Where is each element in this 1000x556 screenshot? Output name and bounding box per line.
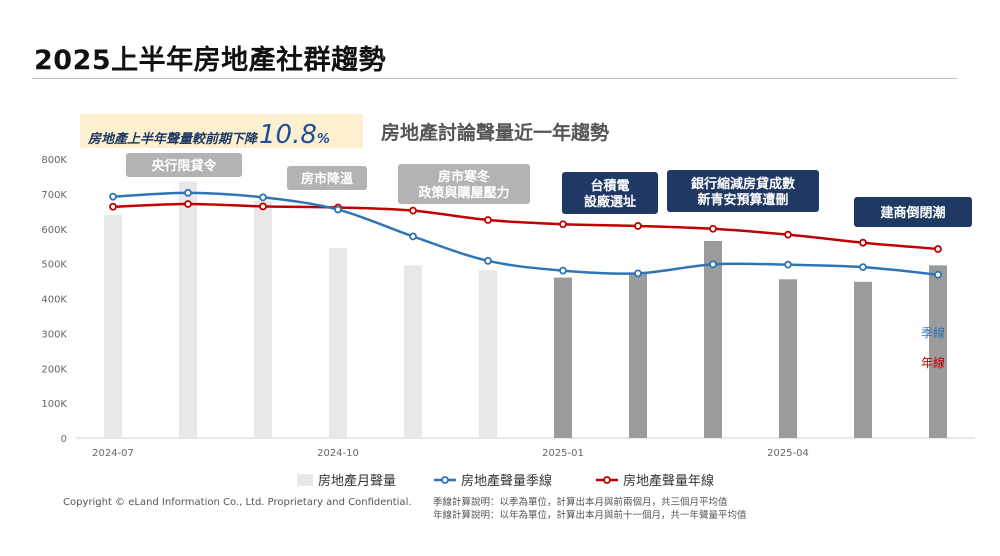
year-line-point <box>484 216 492 224</box>
bar-monthly-volume <box>104 214 122 438</box>
quarter-line-point <box>934 270 942 279</box>
quarter-line-point <box>709 260 717 269</box>
quarter-line-point <box>634 269 642 278</box>
year-line-point <box>859 238 867 247</box>
quarter-line-point <box>259 193 267 202</box>
highlight-box <box>80 114 363 148</box>
y-tick-label: 500K <box>41 260 67 271</box>
highlight-value: 10.8 <box>259 120 317 150</box>
y-tick-label: 0 <box>61 434 67 445</box>
quarter-line-point <box>184 188 192 197</box>
year-line-point <box>259 202 267 211</box>
bar-monthly-volume <box>329 247 347 438</box>
legend-year-marker <box>603 476 611 484</box>
year-line-point <box>934 245 942 253</box>
bar-monthly-volume <box>929 265 947 438</box>
event-annotation-text: 設廠選址 <box>584 194 636 210</box>
legend-label-monthly: 房地產月聲量 <box>318 473 396 489</box>
legend-label-year: 房地產聲量年線 <box>623 473 714 489</box>
quarter-line-point <box>784 260 792 269</box>
bar-monthly-volume <box>179 181 197 438</box>
event-annotation-text: 房市降溫 <box>301 171 353 187</box>
event-annotation-box <box>287 166 367 190</box>
event-annotation-text: 政策與購屋壓力 <box>418 185 509 201</box>
legend-label-quarter: 房地產聲量季線 <box>461 473 552 489</box>
quarter-line-point <box>859 263 867 272</box>
quarter-line-point <box>559 266 567 275</box>
year-line-point <box>409 206 417 215</box>
event-annotation-box <box>126 153 242 177</box>
y-tick-label: 300K <box>41 329 67 340</box>
year-line-point <box>634 222 642 230</box>
event-annotation: 房市降溫 <box>287 166 367 190</box>
event-annotation-box <box>667 170 819 212</box>
chart-title: 房地產討論聲量近一年趨勢 <box>381 122 610 144</box>
highlight-callout: 房地產上半年聲量較前期下降10.8% <box>88 120 330 150</box>
title-divider <box>32 78 957 79</box>
year-line-point <box>184 200 192 208</box>
quarter-line-point <box>484 256 492 265</box>
event-annotation-box <box>854 197 972 227</box>
bar-monthly-volume <box>479 269 497 438</box>
y-tick-label: 600K <box>41 225 67 236</box>
page-title: 2025上半年房地產社群趨勢 <box>34 45 387 76</box>
bar-monthly-volume <box>554 277 572 438</box>
quarter-line-point <box>334 205 342 214</box>
event-annotation-text: 新青安預算遭刪 <box>697 192 788 208</box>
year-line-path <box>112 202 939 251</box>
bar-monthly-volume <box>854 281 872 438</box>
year-line-point <box>784 230 792 239</box>
event-annotation-text: 建商倒閉潮 <box>880 205 945 221</box>
highlight-text: 房地產上半年聲量較前期下降 <box>88 132 258 147</box>
year-line-label: 年線 <box>921 355 945 370</box>
highlight-unit: % <box>316 132 330 147</box>
x-tick-label: 2024-10 <box>317 448 359 459</box>
event-annotation-text: 央行限貸令 <box>151 158 217 174</box>
year-line-point <box>109 202 117 211</box>
legend-bar-swatch <box>297 474 313 486</box>
y-tick-label: 200K <box>41 364 67 375</box>
y-tick-label: 100K <box>41 399 67 410</box>
copyright-text: Copyright © eLand Information Co., Ltd. … <box>63 497 412 508</box>
event-annotation-box <box>562 172 658 214</box>
event-annotation: 央行限貸令 <box>126 153 242 177</box>
quarter-line-label: 季線 <box>921 325 945 340</box>
event-annotation-text: 銀行縮減房貸成數 <box>691 176 795 192</box>
event-annotation-text: 台積電 <box>590 178 629 194</box>
event-annotation-text: 房市寒冬 <box>438 169 490 185</box>
bar-monthly-volume <box>704 240 722 438</box>
year-line-note: 年線計算說明：以年為單位，計算出本月與前十一個月，共一年聲量平均值 <box>433 510 747 521</box>
x-tick-label: 2024-07 <box>92 448 134 459</box>
y-tick-label: 400K <box>41 295 67 306</box>
event-annotation-box <box>398 164 530 204</box>
event-annotation: 建商倒閉潮 <box>854 197 972 227</box>
legend-quarter-marker <box>441 476 449 484</box>
year-line-point <box>559 220 567 229</box>
y-tick-label: 800K <box>41 155 67 166</box>
year-line-point <box>709 224 717 233</box>
quarter-line-point <box>109 192 117 201</box>
x-tick-label: 2025-01 <box>542 448 584 459</box>
y-tick-label: 700K <box>41 190 67 201</box>
x-tick-label: 2025-04 <box>767 448 809 459</box>
bar-monthly-volume <box>404 265 422 438</box>
quarter-line-point <box>409 232 417 241</box>
quarter-line-path <box>112 191 939 277</box>
quarter-line-note: 季線計算說明：以季為單位，計算出本月與前兩個月，共三個月平均值 <box>433 497 728 508</box>
bar-monthly-volume <box>254 200 272 438</box>
bar-monthly-volume <box>779 279 797 438</box>
bar-monthly-volume <box>629 274 647 438</box>
chart-legend: 房地產月聲量 房地產聲量季線 房地產聲量年線 <box>297 473 714 489</box>
